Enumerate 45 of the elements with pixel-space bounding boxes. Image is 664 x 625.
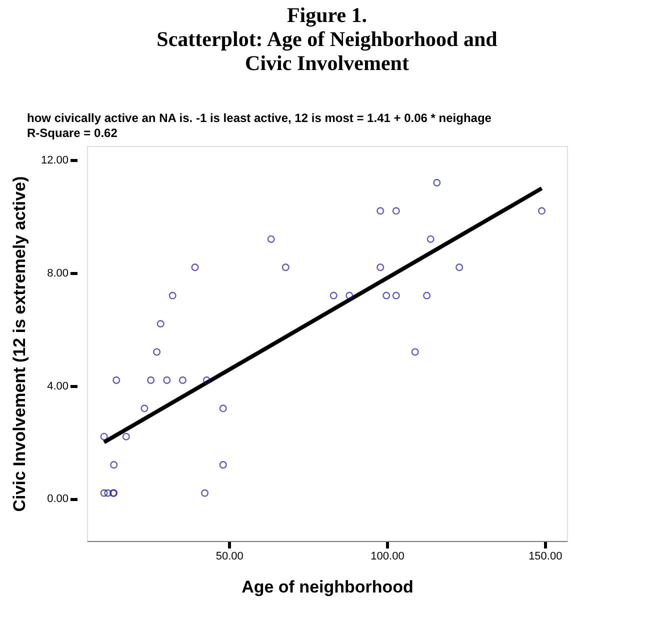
point	[392, 207, 400, 215]
text: R-Square = 0.62	[27, 126, 118, 140]
point	[140, 404, 148, 412]
point	[426, 235, 434, 243]
point	[147, 376, 155, 384]
y-axis-title: Civic Involvement (12 is extremely active)	[10, 176, 29, 512]
y-tick-label: 12.00	[40, 154, 68, 167]
point	[267, 235, 275, 243]
y-tick-label: 8.00	[47, 267, 68, 280]
y-tick-label: 0.00	[47, 493, 68, 506]
point	[156, 320, 164, 328]
point	[168, 292, 176, 300]
point	[376, 264, 384, 272]
point	[202, 376, 210, 384]
point	[153, 348, 161, 356]
point	[382, 292, 390, 300]
point	[411, 348, 419, 356]
point	[191, 264, 199, 272]
point	[538, 207, 546, 215]
point	[112, 376, 120, 384]
point	[282, 264, 290, 272]
point	[330, 292, 338, 300]
point	[122, 432, 130, 440]
point	[100, 432, 108, 440]
point	[201, 489, 209, 497]
x-tick-label: 100.00	[370, 550, 404, 562]
y-tick-label: 4.00	[47, 380, 68, 392]
chart-title: Figure 1. Scatterplot: Age of Neighborhood and Civic Involvement	[156, 3, 498, 75]
point	[219, 461, 227, 469]
point	[219, 404, 227, 412]
text: how civically active an NA is. -1 is least active, 12 is most = 1.41 + 0.06 * neighage	[27, 111, 492, 125]
point	[110, 461, 118, 469]
point	[346, 292, 354, 300]
point	[456, 264, 464, 272]
point	[163, 376, 171, 384]
point	[392, 292, 400, 300]
x-tick-label: 150.00	[528, 550, 562, 562]
point	[433, 178, 441, 186]
point	[376, 207, 384, 215]
point	[178, 376, 186, 384]
x-tick-label: 50.00	[216, 550, 244, 562]
x-axis-title: Age of neighborhood	[242, 578, 414, 596]
point	[100, 489, 108, 497]
point	[104, 489, 112, 497]
point	[423, 292, 431, 300]
